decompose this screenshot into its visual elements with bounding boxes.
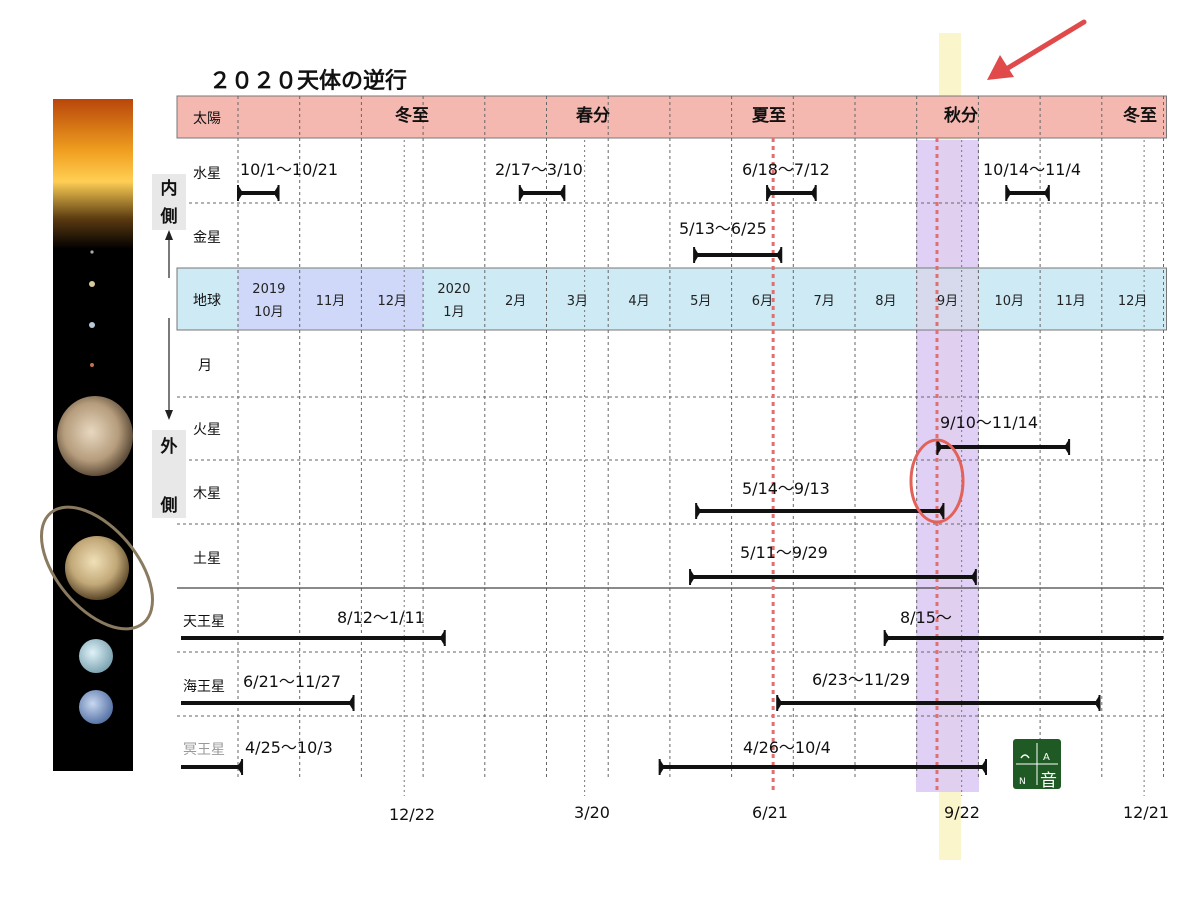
retrograde-bar-uranus-2 [883,630,1163,646]
range-label-venus: 5/13〜6/25 [679,219,767,238]
neptune-label: 海王星 [183,679,225,695]
svg-text:N: N [1019,777,1026,787]
venus-image [89,281,95,287]
svg-text:側: 側 [160,206,178,227]
mars-label: 火星 [193,422,221,438]
retrograde-bar-jupiter-1 [695,503,945,519]
month-label: 2020 1月 [437,282,470,320]
earth-image [89,322,95,328]
logo: A N 音 [1013,739,1061,791]
pluto-label: 冥王星 [183,742,225,758]
moon-label: 月 [198,358,212,374]
jupiter-image [57,396,133,476]
uranus-label: 天王星 [183,614,225,630]
sun-marker-summer-solstice: 夏至 [752,106,786,126]
sun-image [53,99,133,249]
bottom-date-summer-solstice: 6/21 [752,803,788,822]
range-label-mercury-2: 2/17〜3/10 [495,160,583,179]
svg-text:外: 外 [161,436,178,457]
month-label: 2019 10月 [252,282,285,320]
month-label: 11月 [316,294,346,309]
svg-text:内: 内 [161,178,178,199]
month-label: 3月 [567,294,588,309]
neptune-image [79,690,113,724]
range-label-mercury-1: 10/1〜10/21 [240,160,338,179]
range-label-neptune-1: 6/21〜11/27 [243,672,341,691]
jupiter-label: 木星 [193,486,221,502]
highlight-circle [909,438,965,524]
month-label: 6月 [752,294,773,309]
sun-marker-autumnal-equinox: 秋分 [944,105,978,126]
mercury-image [90,250,94,254]
bottom-date-vernal-equinox: 3/20 [574,803,610,822]
month-label: 9月 [937,294,958,309]
uranus-image [79,639,113,673]
saturn-label: 土星 [193,551,221,567]
month-label: 10月 [994,294,1024,309]
month-label: 8月 [875,294,896,309]
outer-side-label: 外 側 [152,430,186,518]
venus-label: 金星 [193,230,221,246]
diagram-title: ２０２０天体の逆行 [209,68,407,94]
attention-arrow [987,19,1087,80]
planet-strip-image [39,99,155,771]
retrograde-bar-neptune-2 [776,695,1101,711]
month-label: 2月 [505,294,526,309]
month-label: 12月 [1118,294,1148,309]
month-label: 7月 [814,294,835,309]
range-label-jupiter: 5/14〜9/13 [742,479,830,498]
svg-text:側: 側 [160,495,178,516]
month-label: 4月 [628,294,649,309]
bottom-date-winter-solstice: 12/22 [389,805,435,824]
retrograde-bar-mars-1 [936,439,1071,455]
bottom-date-autumnal-equinox: 9/22 [944,803,980,822]
inner-side-label: 内 側 [152,174,186,230]
september-highlight-band [916,140,979,792]
sun-row [176,95,1167,139]
earth-label: 地球 [193,293,221,309]
earth-row-2019-highlight [238,269,424,329]
retrograde-bar-uranus-1 [181,630,446,646]
retrograde-bar-pluto-2 [658,759,988,775]
month-label: 12月 [377,294,407,309]
range-label-pluto-1: 4/25〜10/3 [245,738,333,757]
range-label-uranus-2: 8/15〜 [900,608,952,627]
retrograde-bar-neptune-1 [181,695,355,711]
bottom-date-winter-solstice-2: 12/21 [1123,803,1169,822]
retrograde-bar-mercury-2 [518,185,566,201]
retrograde-bar-mercury-4 [1005,185,1050,201]
month-label: 5月 [690,294,711,309]
range-label-mercury-4: 10/14〜11/4 [983,160,1081,179]
range-label-mars: 9/10〜11/14 [940,413,1038,432]
svg-text:A: A [1043,752,1050,763]
retrograde-bar-saturn-1 [689,569,977,585]
mercury-label: 水星 [193,166,221,182]
range-label-neptune-2: 6/23〜11/29 [812,670,910,689]
svg-text:音: 音 [1040,771,1057,791]
range-label-mercury-3: 6/18〜7/12 [742,160,830,179]
sun-label: 太陽 [193,111,221,127]
sun-marker-winter-solstice-2: 冬至 [1123,105,1157,126]
range-label-pluto-2: 4/26〜10/4 [743,738,831,757]
month-label: 11月 [1056,294,1086,309]
mars-image [90,363,94,367]
range-label-saturn: 5/11〜9/29 [740,543,828,562]
sun-marker-winter-solstice: 冬至 [395,105,429,126]
saturn-image [39,505,155,631]
retrograde-bar-pluto-1 [181,759,244,775]
retrograde-bar-venus-1 [693,247,783,263]
range-label-uranus-1: 8/12〜1/11 [337,608,425,627]
sun-marker-vernal-equinox: 春分 [576,105,610,126]
retrograde-bar-mercury-1 [237,185,280,201]
retrograde-bar-mercury-3 [766,185,817,201]
